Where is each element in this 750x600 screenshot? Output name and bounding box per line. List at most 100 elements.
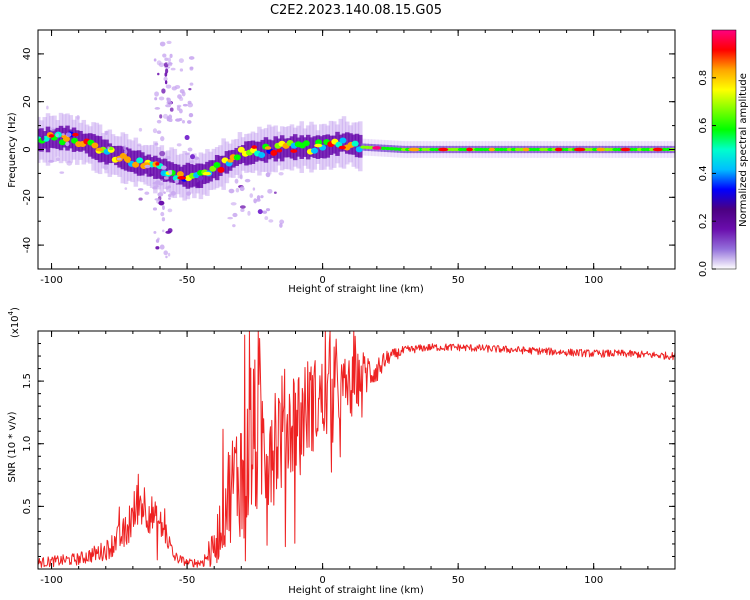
spectrogram-speckle: [165, 104, 171, 108]
spectrogram-peak-cell: [95, 147, 104, 152]
spectrogram-speckle: [144, 191, 150, 195]
spectrogram-speckle: [174, 85, 181, 89]
spectrogram-speckle: [230, 202, 237, 206]
spectrogram-speckle: [256, 195, 261, 201]
spectrogram-peak-cell: [438, 147, 449, 152]
spectrogram-speckle: [137, 188, 144, 191]
spectrogram-blob: [190, 154, 196, 160]
spectrogram-speckle: [166, 100, 173, 105]
spectrogram-speckle: [50, 127, 55, 132]
spectrogram-speckle: [161, 165, 167, 170]
spectrogram-speckle: [153, 230, 157, 234]
spectrogram-speckle: [264, 216, 269, 221]
spectrogram-speckle: [184, 152, 190, 156]
snr-series-line: [38, 331, 675, 568]
spectrogram-peak-cell: [573, 147, 586, 152]
spectrogram-core-cell: [351, 140, 359, 147]
spectrogram-blob: [184, 135, 190, 141]
spectrogram-ytick-label: 40: [22, 48, 33, 61]
spectrogram-speckle: [247, 210, 251, 216]
spectrogram-speckle: [137, 143, 142, 147]
spectrogram-speckle: [234, 178, 239, 184]
spectrogram-speckle: [244, 178, 251, 183]
chart-title: C2E2.2023.140.08.15.G05: [270, 3, 442, 18]
spectrogram-peak-cell: [227, 159, 234, 163]
spectrogram-core-cell: [132, 161, 140, 168]
spectrogram-speckle: [167, 57, 172, 63]
svg-text:(x104): (x104): [7, 307, 21, 338]
spectrogram-band-cell: [221, 155, 226, 173]
spectrogram-peak-cell: [488, 147, 495, 152]
snr-x-axis-label: Height of straight line (km): [288, 585, 424, 596]
spectrogram-speckle: [158, 182, 164, 186]
spectrogram-band-cell: [162, 158, 168, 182]
spectrogram-speckle: [265, 208, 271, 212]
spectrogram-band-cell: [358, 134, 363, 158]
spectrogram-peak-cell: [177, 176, 187, 180]
spectrogram-speckle: [232, 212, 238, 218]
spectrogram-speckle: [157, 192, 164, 197]
spectrogram-peak-cell: [72, 132, 79, 137]
spectrogram-speckle: [156, 119, 162, 124]
spectrogram-band-cell: [312, 136, 317, 158]
spectrogram-speckle: [66, 160, 73, 166]
spectrogram-speckle: [165, 68, 169, 74]
spectrogram-speckle: [278, 172, 284, 176]
spectrogram-speckle: [165, 255, 168, 259]
spectrogram-speckle: [168, 114, 173, 120]
spectrogram-speckle: [178, 118, 183, 122]
spectrogram-peak-cell: [155, 162, 160, 166]
spectrogram-speckle: [167, 252, 171, 257]
spectrogram-peak-cell: [620, 147, 631, 152]
spectrogram-core-cell: [91, 142, 99, 149]
spectrogram-band-cell: [325, 134, 330, 158]
spectrogram-speckle: [165, 84, 172, 89]
spectrogram-speckle: [170, 67, 176, 71]
spectrogram-speckle: [239, 186, 245, 192]
spectrogram-speckle: [174, 179, 179, 184]
snr-ticks: -100 -50 0 50 100 0.5 1.0 1.5: [22, 331, 676, 586]
spectrogram-speckle: [232, 224, 236, 228]
spectrogram-speckle: [65, 141, 70, 147]
spectrogram-speckle: [152, 207, 158, 211]
spectrogram-speckle: [182, 103, 188, 107]
spectrogram-band-cell: [218, 155, 223, 176]
spectrogram-blob: [198, 175, 204, 181]
spectrogram-peak-cell: [652, 147, 663, 152]
spectrogram-xtick-label: -50: [179, 275, 195, 286]
spectrogram-band-cell: [110, 145, 116, 163]
spectrogram-speckle: [188, 112, 194, 118]
spectrogram-speckle: [162, 229, 165, 233]
spectrogram-speckle: [273, 191, 277, 194]
spectrogram-speckle: [235, 188, 240, 193]
spectrogram-ytick-label: 20: [22, 95, 33, 108]
colorbar-tick-label: 0.4: [698, 165, 709, 181]
colorbar-gradient: [712, 30, 736, 269]
spectrogram-speckle: [169, 53, 173, 58]
spectrogram-core-cell: [209, 165, 217, 172]
spectrogram-speckle: [56, 157, 60, 162]
spectrogram-speckle: [65, 132, 72, 138]
spectrogram-speckle: [55, 133, 59, 138]
spectrogram-speckle: [181, 120, 186, 124]
spectrogram-core-cell: [237, 146, 245, 153]
spectrogram-core-cell: [136, 157, 144, 164]
spectrogram-speckle: [41, 135, 45, 141]
snr-ytick-label: 1.0: [22, 436, 33, 452]
spectrogram-speckle: [159, 150, 166, 157]
spectrogram-speckle: [59, 171, 65, 174]
spectrogram-speckle: [194, 156, 200, 160]
spectrogram-speckle: [154, 142, 159, 146]
spectrogram-band-cell: [309, 137, 314, 157]
spectrogram-peak-cell: [554, 147, 563, 152]
spectrogram-speckle: [46, 105, 49, 110]
spectrogram-speckle: [176, 143, 182, 147]
spectrogram-speckle: [152, 181, 159, 185]
spectrogram-peak-cell: [108, 146, 114, 151]
spectrogram-speckle: [163, 176, 169, 180]
colorbar-label: Normalized spectral amplitude: [738, 73, 749, 227]
spectrogram-speckle: [187, 147, 193, 152]
spectrogram-core-cell: [217, 166, 225, 173]
spectrogram-speckle: [189, 160, 195, 164]
spectrogram-speckle: [170, 190, 177, 196]
